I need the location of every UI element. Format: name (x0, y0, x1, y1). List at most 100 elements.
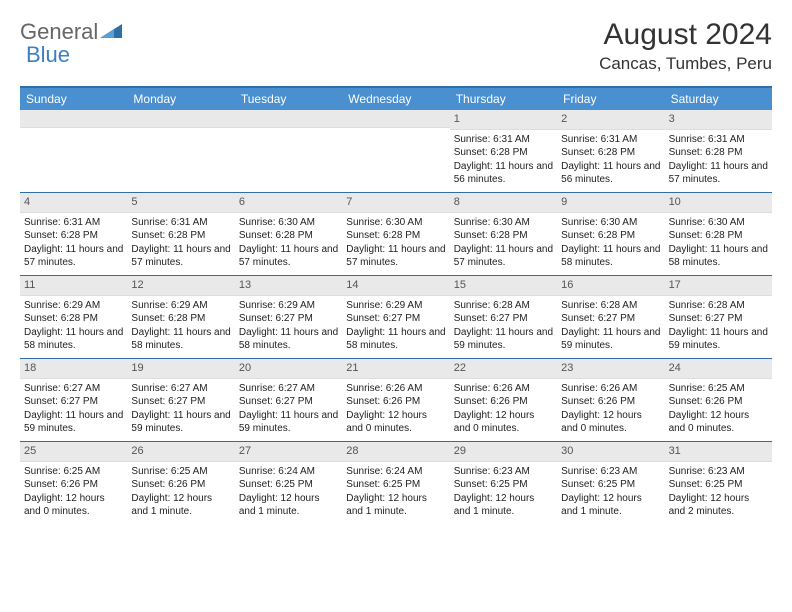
day-number-empty (127, 110, 234, 128)
sunrise-text: Sunrise: 6:31 AM (24, 216, 123, 230)
day-number: 19 (127, 359, 234, 379)
day-body: Sunrise: 6:28 AMSunset: 6:27 PMDaylight:… (450, 296, 557, 357)
day-number: 11 (20, 276, 127, 296)
day-cell: 24Sunrise: 6:25 AMSunset: 6:26 PMDayligh… (665, 359, 772, 441)
day-cell: 13Sunrise: 6:29 AMSunset: 6:27 PMDayligh… (235, 276, 342, 358)
sunrise-text: Sunrise: 6:25 AM (669, 382, 768, 396)
sunset-text: Sunset: 6:27 PM (24, 395, 123, 409)
sunrise-text: Sunrise: 6:31 AM (561, 133, 660, 147)
sunset-text: Sunset: 6:28 PM (669, 146, 768, 160)
sunrise-text: Sunrise: 6:23 AM (669, 465, 768, 479)
day-cell: 15Sunrise: 6:28 AMSunset: 6:27 PMDayligh… (450, 276, 557, 358)
week-row: 1Sunrise: 6:31 AMSunset: 6:28 PMDaylight… (20, 110, 772, 193)
day-number: 31 (665, 442, 772, 462)
day-number: 5 (127, 193, 234, 213)
sunrise-text: Sunrise: 6:27 AM (131, 382, 230, 396)
day-number: 3 (665, 110, 772, 130)
day-number: 22 (450, 359, 557, 379)
daylight-text: Daylight: 11 hours and 59 minutes. (669, 326, 768, 353)
day-number: 17 (665, 276, 772, 296)
day-cell: 11Sunrise: 6:29 AMSunset: 6:28 PMDayligh… (20, 276, 127, 358)
daylight-text: Daylight: 11 hours and 58 minutes. (24, 326, 123, 353)
logo-text-blue: Blue (26, 42, 70, 67)
daylight-text: Daylight: 11 hours and 58 minutes. (561, 243, 660, 270)
sunset-text: Sunset: 6:28 PM (561, 229, 660, 243)
sunset-text: Sunset: 6:28 PM (239, 229, 338, 243)
day-cell: 23Sunrise: 6:26 AMSunset: 6:26 PMDayligh… (557, 359, 664, 441)
day-body: Sunrise: 6:31 AMSunset: 6:28 PMDaylight:… (450, 130, 557, 191)
day-cell: 9Sunrise: 6:30 AMSunset: 6:28 PMDaylight… (557, 193, 664, 275)
day-body: Sunrise: 6:23 AMSunset: 6:25 PMDaylight:… (557, 462, 664, 523)
day-cell: 31Sunrise: 6:23 AMSunset: 6:25 PMDayligh… (665, 442, 772, 524)
day-cell: 17Sunrise: 6:28 AMSunset: 6:27 PMDayligh… (665, 276, 772, 358)
day-body: Sunrise: 6:24 AMSunset: 6:25 PMDaylight:… (342, 462, 449, 523)
sunrise-text: Sunrise: 6:28 AM (454, 299, 553, 313)
calendar: SundayMondayTuesdayWednesdayThursdayFrid… (20, 86, 772, 524)
sunrise-text: Sunrise: 6:25 AM (24, 465, 123, 479)
daylight-text: Daylight: 12 hours and 1 minute. (131, 492, 230, 519)
week-row: 11Sunrise: 6:29 AMSunset: 6:28 PMDayligh… (20, 276, 772, 359)
sunset-text: Sunset: 6:27 PM (239, 395, 338, 409)
daylight-text: Daylight: 12 hours and 0 minutes. (561, 409, 660, 436)
daylight-text: Daylight: 12 hours and 0 minutes. (346, 409, 445, 436)
sunrise-text: Sunrise: 6:23 AM (561, 465, 660, 479)
sunset-text: Sunset: 6:26 PM (346, 395, 445, 409)
sunset-text: Sunset: 6:28 PM (131, 312, 230, 326)
day-cell: 22Sunrise: 6:26 AMSunset: 6:26 PMDayligh… (450, 359, 557, 441)
sunset-text: Sunset: 6:27 PM (454, 312, 553, 326)
day-number: 16 (557, 276, 664, 296)
sunset-text: Sunset: 6:25 PM (454, 478, 553, 492)
day-cell (127, 110, 234, 192)
daylight-text: Daylight: 11 hours and 59 minutes. (454, 326, 553, 353)
day-header-cell: Saturday (665, 88, 772, 110)
sunrise-text: Sunrise: 6:27 AM (239, 382, 338, 396)
daylight-text: Daylight: 11 hours and 58 minutes. (131, 326, 230, 353)
day-cell: 3Sunrise: 6:31 AMSunset: 6:28 PMDaylight… (665, 110, 772, 192)
day-number: 27 (235, 442, 342, 462)
sunrise-text: Sunrise: 6:31 AM (669, 133, 768, 147)
day-body: Sunrise: 6:23 AMSunset: 6:25 PMDaylight:… (450, 462, 557, 523)
daylight-text: Daylight: 12 hours and 0 minutes. (669, 409, 768, 436)
sunset-text: Sunset: 6:26 PM (454, 395, 553, 409)
sunrise-text: Sunrise: 6:31 AM (454, 133, 553, 147)
daylight-text: Daylight: 11 hours and 59 minutes. (131, 409, 230, 436)
day-body: Sunrise: 6:31 AMSunset: 6:28 PMDaylight:… (557, 130, 664, 191)
sunrise-text: Sunrise: 6:24 AM (239, 465, 338, 479)
day-number: 24 (665, 359, 772, 379)
day-body: Sunrise: 6:25 AMSunset: 6:26 PMDaylight:… (127, 462, 234, 523)
daylight-text: Daylight: 11 hours and 59 minutes. (239, 409, 338, 436)
day-number: 28 (342, 442, 449, 462)
day-cell: 4Sunrise: 6:31 AMSunset: 6:28 PMDaylight… (20, 193, 127, 275)
title-block: August 2024 Cancas, Tumbes, Peru (599, 18, 772, 74)
sunrise-text: Sunrise: 6:29 AM (24, 299, 123, 313)
sunset-text: Sunset: 6:27 PM (239, 312, 338, 326)
daylight-text: Daylight: 11 hours and 59 minutes. (24, 409, 123, 436)
sunset-text: Sunset: 6:26 PM (24, 478, 123, 492)
sunrise-text: Sunrise: 6:30 AM (346, 216, 445, 230)
day-number: 14 (342, 276, 449, 296)
daylight-text: Daylight: 11 hours and 57 minutes. (346, 243, 445, 270)
day-body: Sunrise: 6:25 AMSunset: 6:26 PMDaylight:… (20, 462, 127, 523)
day-cell (20, 110, 127, 192)
day-cell: 10Sunrise: 6:30 AMSunset: 6:28 PMDayligh… (665, 193, 772, 275)
day-header-cell: Thursday (450, 88, 557, 110)
sunrise-text: Sunrise: 6:29 AM (239, 299, 338, 313)
day-body: Sunrise: 6:31 AMSunset: 6:28 PMDaylight:… (127, 213, 234, 274)
month-title: August 2024 (599, 18, 772, 52)
daylight-text: Daylight: 12 hours and 1 minute. (454, 492, 553, 519)
day-body: Sunrise: 6:28 AMSunset: 6:27 PMDaylight:… (557, 296, 664, 357)
daylight-text: Daylight: 12 hours and 1 minute. (561, 492, 660, 519)
day-number: 12 (127, 276, 234, 296)
sunrise-text: Sunrise: 6:30 AM (669, 216, 768, 230)
day-body: Sunrise: 6:26 AMSunset: 6:26 PMDaylight:… (342, 379, 449, 440)
day-number: 1 (450, 110, 557, 130)
sunrise-text: Sunrise: 6:26 AM (346, 382, 445, 396)
location: Cancas, Tumbes, Peru (599, 54, 772, 74)
day-number: 6 (235, 193, 342, 213)
daylight-text: Daylight: 12 hours and 0 minutes. (454, 409, 553, 436)
day-cell: 20Sunrise: 6:27 AMSunset: 6:27 PMDayligh… (235, 359, 342, 441)
day-body: Sunrise: 6:31 AMSunset: 6:28 PMDaylight:… (20, 213, 127, 274)
sunrise-text: Sunrise: 6:28 AM (561, 299, 660, 313)
day-header-cell: Wednesday (342, 88, 449, 110)
daylight-text: Daylight: 11 hours and 58 minutes. (239, 326, 338, 353)
